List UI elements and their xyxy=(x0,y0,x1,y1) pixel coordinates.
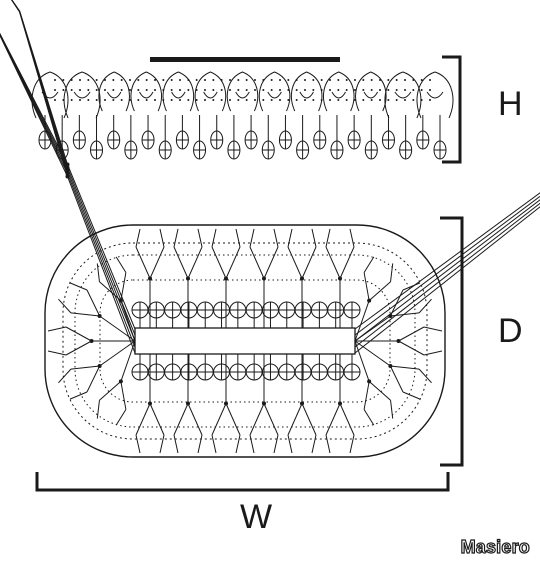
technical-diagram: H D W Masiero xyxy=(0,0,540,564)
svg-text:W: W xyxy=(240,498,272,536)
brand-signature: Masiero xyxy=(461,537,530,558)
svg-text:H: H xyxy=(498,85,523,123)
svg-text:D: D xyxy=(498,312,523,350)
